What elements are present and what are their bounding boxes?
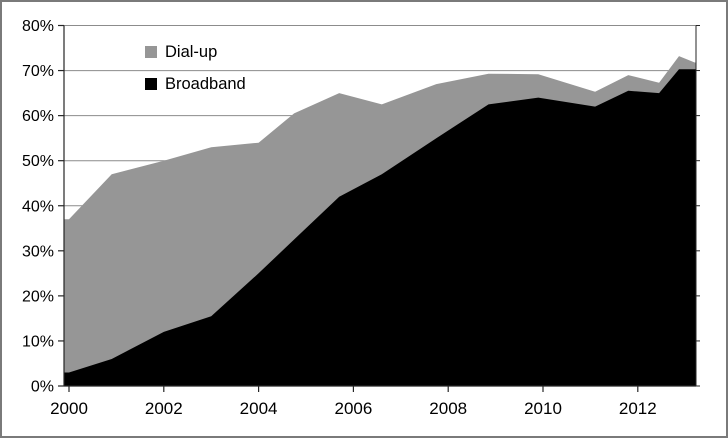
y-tick-label: 60% (22, 108, 54, 125)
x-tick-label: 2000 (50, 399, 88, 418)
y-tick-label: 80% (22, 18, 54, 35)
legend-item-broadband: Broadband (145, 74, 246, 94)
legend-label-dialup: Dial-up (165, 42, 218, 61)
x-tick-label: 2004 (240, 399, 278, 418)
x-tick-label: 2006 (334, 399, 372, 418)
x-tick-label: 2002 (145, 399, 183, 418)
y-tick-label: 70% (22, 63, 54, 80)
x-tick-label: 2008 (429, 399, 467, 418)
y-tick-label: 30% (22, 243, 54, 260)
dialup-swatch-icon (145, 46, 157, 58)
broadband-area (64, 69, 696, 386)
broadband-swatch-icon (145, 78, 157, 90)
y-tick-label: 20% (22, 288, 54, 305)
x-tick-label: 2012 (619, 399, 657, 418)
y-tick-label: 40% (22, 198, 54, 215)
legend-item-dialup: Dial-up (145, 42, 217, 62)
y-tick-label: 50% (22, 153, 54, 170)
legend-label-broadband: Broadband (165, 74, 246, 93)
x-tick-label: 2010 (524, 399, 562, 418)
y-tick-label: 0% (31, 379, 54, 396)
y-tick-label: 10% (22, 333, 54, 350)
